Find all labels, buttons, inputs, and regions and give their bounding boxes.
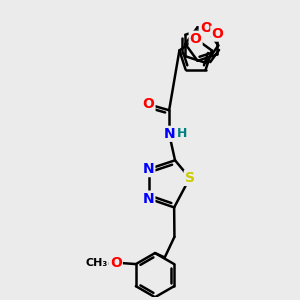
Text: N: N	[143, 192, 154, 206]
Text: S: S	[185, 171, 195, 185]
Text: H: H	[177, 127, 188, 140]
Text: O: O	[212, 27, 223, 40]
Text: CH₃: CH₃	[85, 258, 108, 268]
Text: O: O	[200, 21, 212, 35]
Text: N: N	[163, 127, 175, 141]
Text: N: N	[143, 162, 154, 176]
Text: O: O	[190, 32, 202, 46]
Text: O: O	[142, 98, 154, 111]
Text: O: O	[110, 256, 122, 270]
